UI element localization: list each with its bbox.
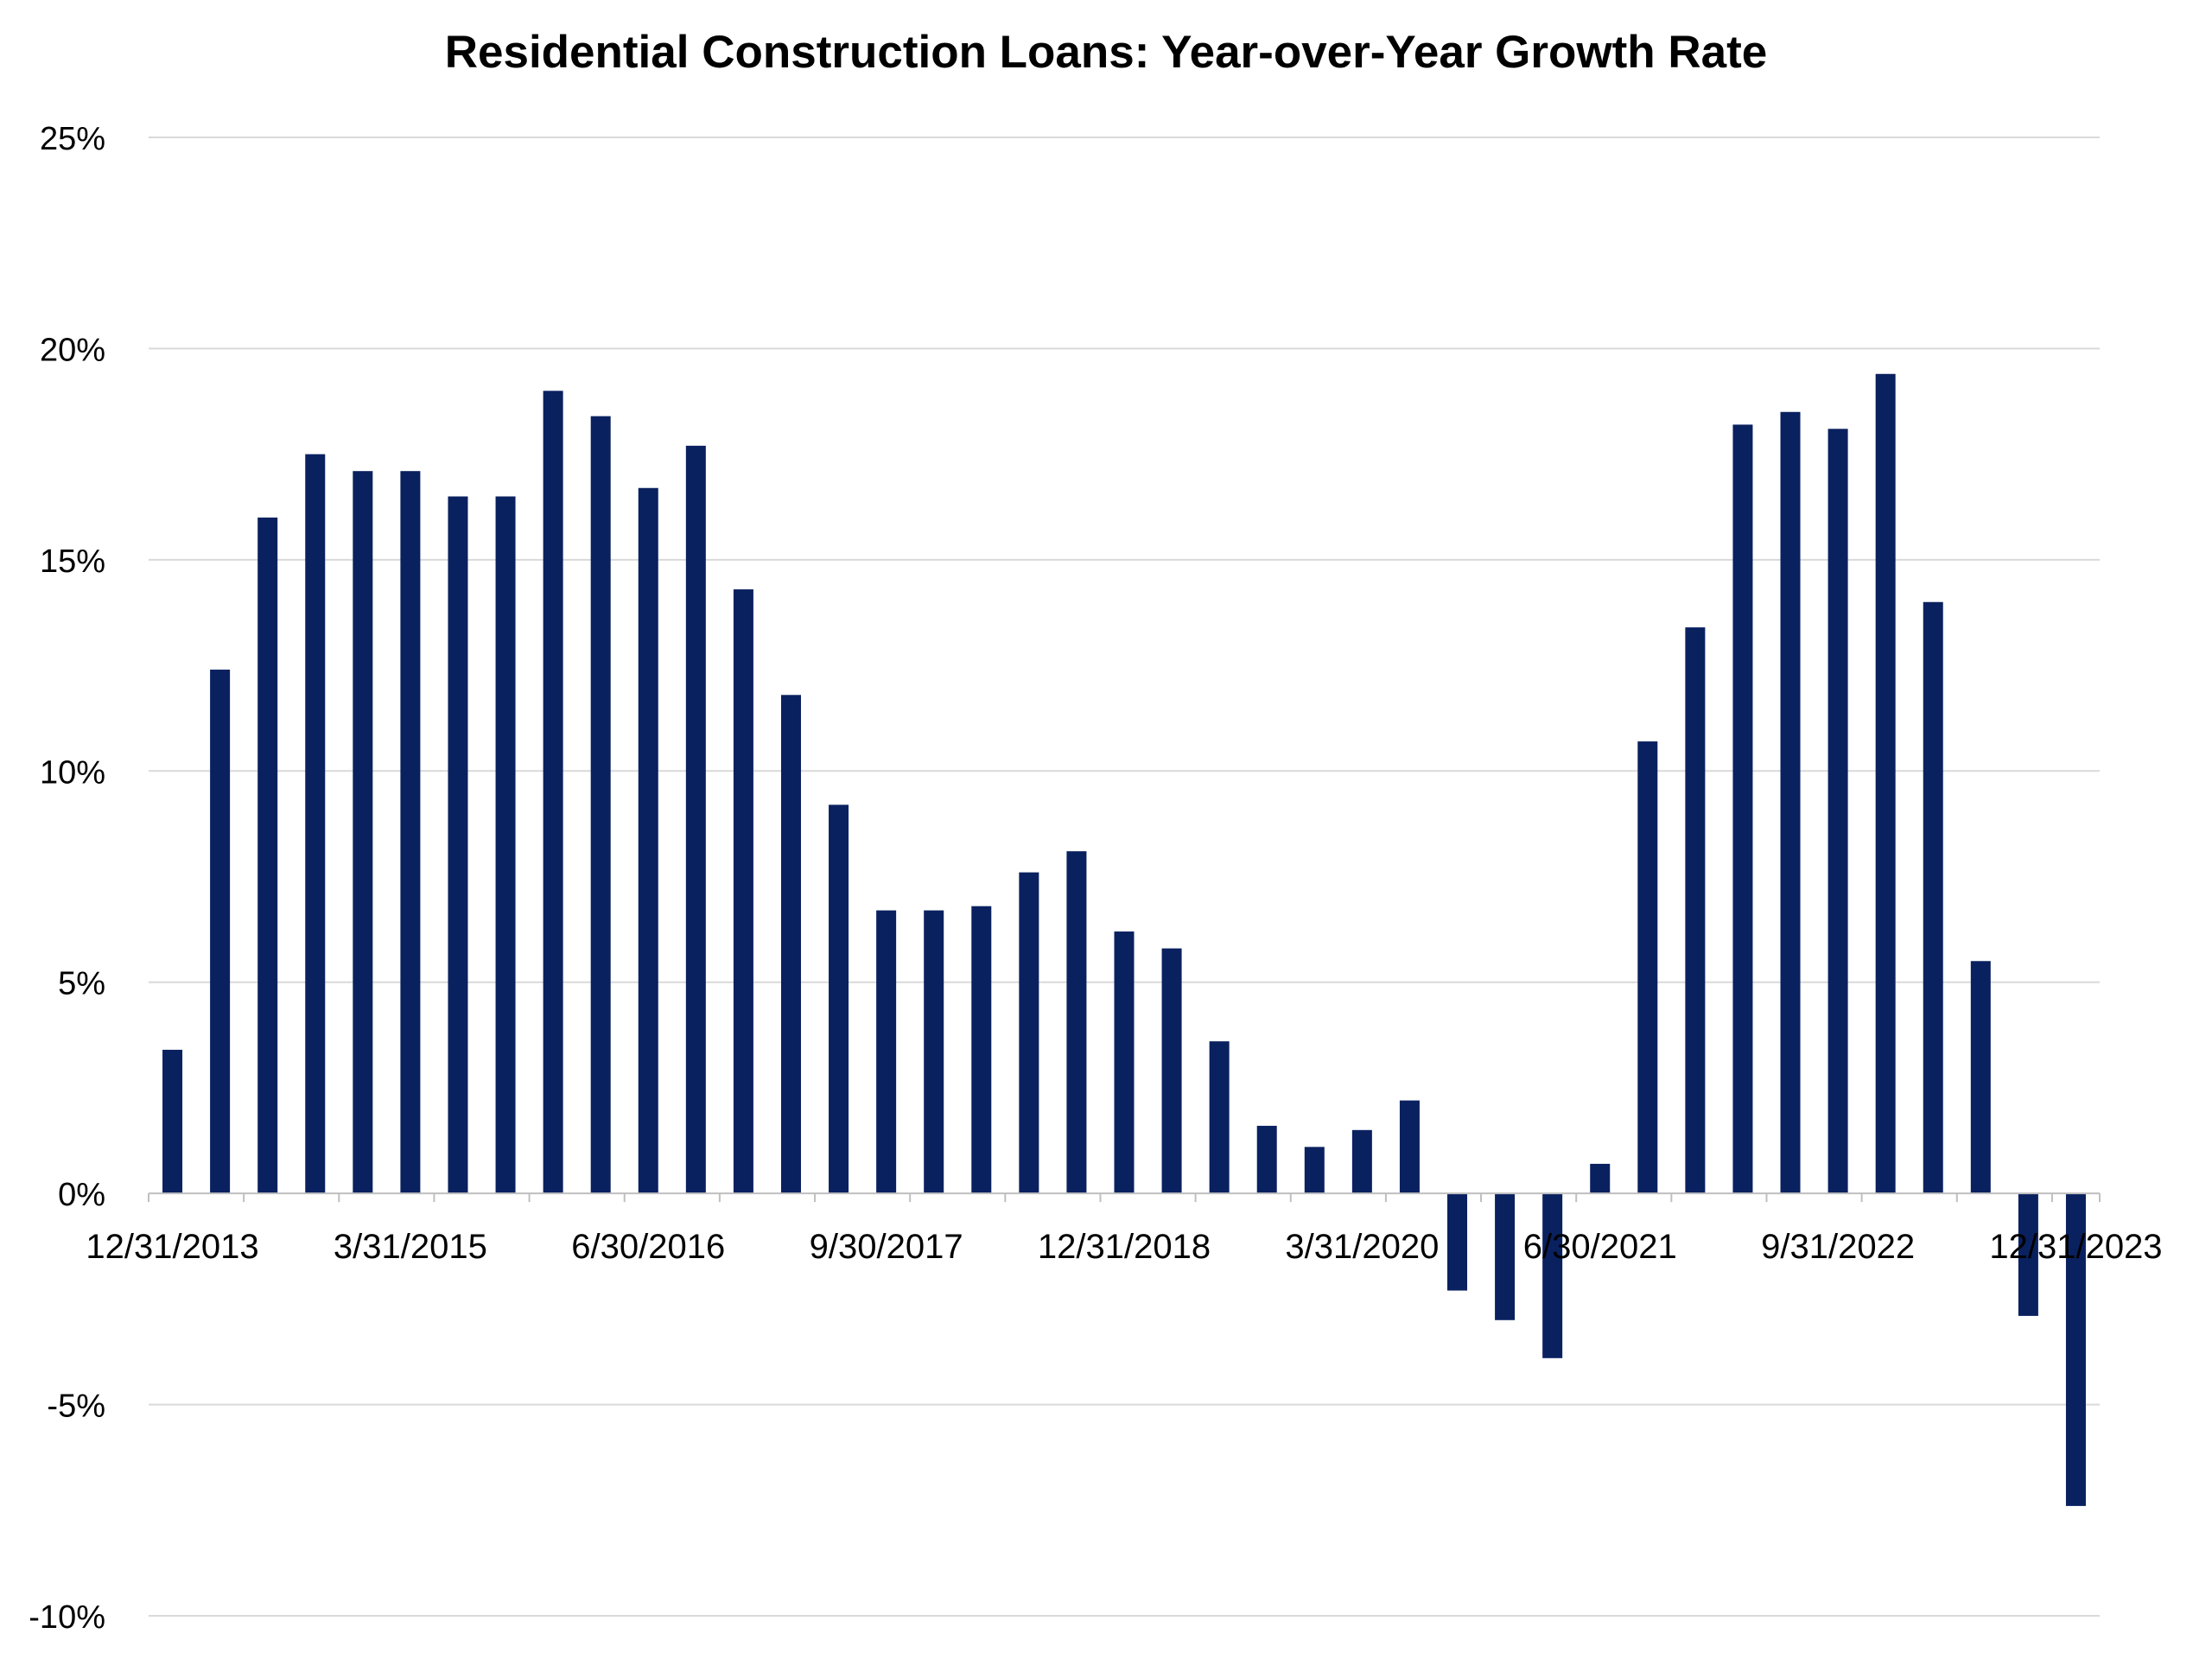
x-tick-label: 3/31/2020	[1285, 1228, 1439, 1266]
bar: 6/30/2017: 9.2%	[829, 804, 849, 1194]
y-axis-tick-labels: -10% -5% 0% 5% 10% 15% 20% 25%	[29, 121, 105, 1636]
y-tick-label: 20%	[40, 332, 105, 368]
bar: 3/31/2019: 5.8%	[1161, 948, 1182, 1194]
bar: 12/31/2021: 13.4%	[1685, 627, 1706, 1194]
y-tick-label: 5%	[58, 966, 105, 1002]
y-tick-label: 0%	[58, 1177, 105, 1213]
bars: 12/31/2013: 3.4% 3/31/2014: 12.4% 6/30/201…	[162, 373, 2086, 1506]
bar: 12/31/2023: -7.4%	[2065, 1193, 2086, 1506]
bar: 6/30/2023: 5.5%	[1970, 961, 1991, 1194]
chart-title: Residential Construction Loans: Year-ove…	[444, 27, 1768, 78]
bar: 3/31/2020: 1.5%	[1351, 1129, 1372, 1194]
bar: 3/31/2021: -3.9%	[1542, 1193, 1563, 1358]
bar: 9/30/2019: 1.6%	[1256, 1125, 1277, 1194]
bar: 9/30/2021: 10.7%	[1637, 741, 1658, 1194]
bar: 9/30/2018: 8.1%	[1066, 851, 1087, 1194]
bar: 9/30/2015: 16.5%	[495, 496, 516, 1194]
bar: 12/31/2017: 6.7%	[924, 910, 944, 1194]
bar: 6/30/2021: 0.7%	[1590, 1163, 1611, 1194]
bar: 3/31/2016: 18.4%	[590, 416, 611, 1194]
bar: 6/30/2014: 16%	[257, 517, 278, 1194]
bar: 3/31/2015: 17.1%	[400, 471, 421, 1194]
x-tick-label: 9/30/2017	[810, 1228, 963, 1266]
x-axis-tick-labels: 12/31/2013 3/31/2015 6/30/2016 9/30/2017 12/…	[86, 1228, 2162, 1266]
y-tick-label: 10%	[40, 754, 105, 791]
bar: 6/30/2016: 16.7%	[638, 487, 658, 1194]
x-tick-label: 12/31/2023	[1989, 1228, 2162, 1266]
bar: 6/30/2019: 3.6%	[1209, 1041, 1230, 1194]
x-tick-label: 3/31/2015	[334, 1228, 487, 1266]
bar: 12/31/2020: -3%	[1495, 1193, 1516, 1320]
y-tick-label: 15%	[40, 543, 105, 580]
x-tick-label: 6/30/2016	[571, 1228, 725, 1266]
bar: 6/30/2015: 16.5%	[448, 496, 468, 1194]
bar: 9/30/2017: 6.7%	[876, 910, 897, 1194]
bar: 12/31/2014: 17.1%	[353, 471, 373, 1194]
y-tick-label: 25%	[40, 121, 105, 157]
bar: 12/31/2016: 14.3%	[733, 589, 753, 1194]
bar: 9/30/2020: -2.3%	[1447, 1193, 1468, 1291]
y-tick-label: -5%	[47, 1389, 105, 1425]
bar: 3/31/2014: 12.4%	[210, 669, 231, 1194]
x-axis	[148, 1192, 2101, 1203]
bar: 3/31/2018: 6.8%	[971, 906, 992, 1194]
x-tick-label: 9/31/2022	[1761, 1228, 1915, 1266]
bar: 6/30/2022: 18.5%	[1780, 411, 1801, 1194]
bar: 6/30/2020: 2.2%	[1399, 1100, 1420, 1194]
bar: 12/31/2015: 19%	[543, 391, 563, 1194]
bar: 3/31/2023: 14%	[1923, 601, 1943, 1194]
bar: 9/30/2016: 17.7%	[685, 445, 706, 1194]
y-tick-label: -10%	[29, 1599, 105, 1636]
bar: 12/31/2013: 3.4%	[162, 1049, 183, 1194]
bar: 12/31/2022: 19.4%	[1875, 373, 1896, 1194]
bar: 9/30/2014: 17.5%	[305, 454, 326, 1194]
x-tick-label: 12/31/2013	[86, 1228, 258, 1266]
bar: 9/30/2023: -2.9%	[2018, 1193, 2038, 1316]
bar: 12/31/2018: 6.2%	[1114, 931, 1135, 1194]
x-tick-label: 12/31/2018	[1038, 1228, 1211, 1266]
bar: 3/31/2017: 11.8%	[780, 695, 801, 1194]
bar: 6/30/2018: 7.6%	[1019, 872, 1039, 1194]
bar: 12/31/2019: 1.1%	[1304, 1147, 1325, 1194]
x-tick-label: 6/30/2021	[1523, 1228, 1677, 1266]
gridlines	[149, 137, 2100, 1617]
bar: 3/31/2022: 18.2%	[1732, 424, 1753, 1194]
bar: 9/31/2022: 18.1%	[1827, 429, 1848, 1194]
